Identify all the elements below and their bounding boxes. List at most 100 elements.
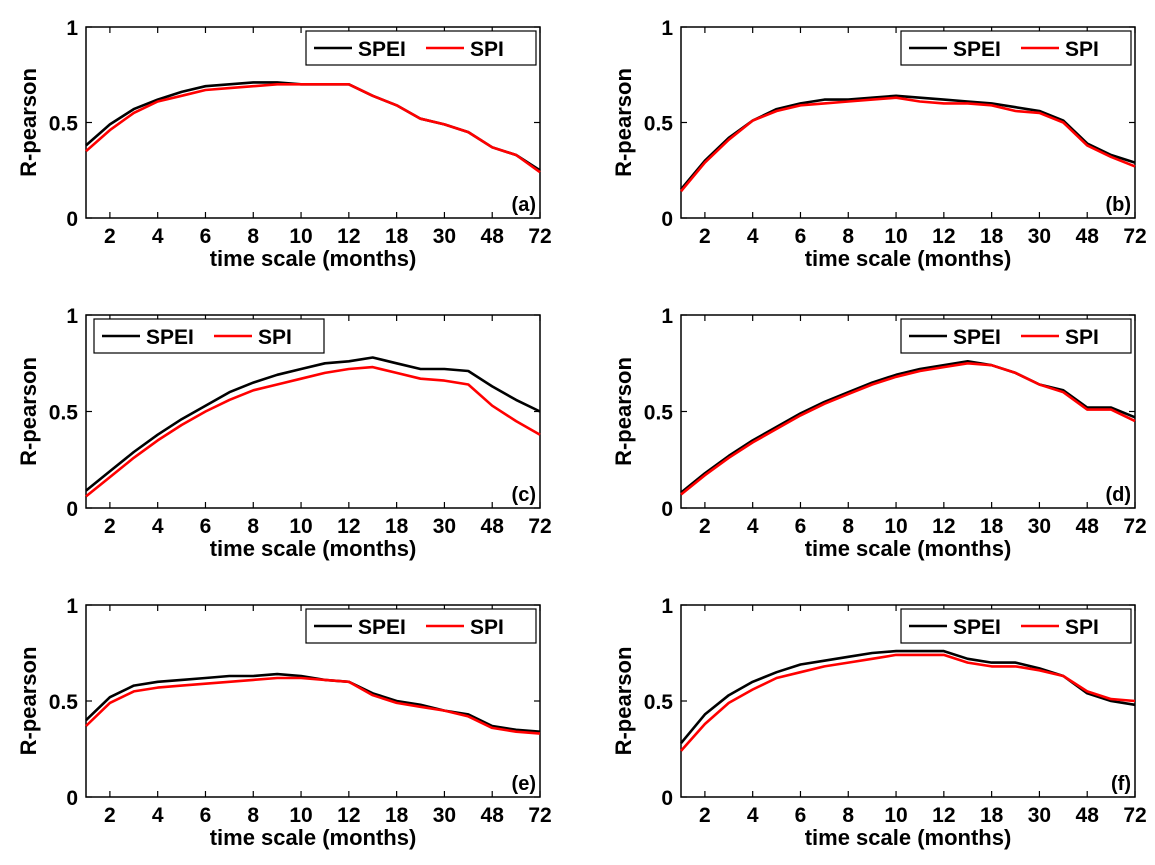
x-tick-label: 12 bbox=[337, 515, 360, 538]
legend-label-spi: SPI bbox=[470, 38, 504, 61]
x-tick-label: 8 bbox=[247, 515, 259, 538]
y-tick-label: 1 bbox=[66, 595, 78, 618]
panel-label: (d) bbox=[1105, 484, 1131, 506]
legend-label-spei: SPEI bbox=[953, 616, 1001, 639]
x-tick-label: 10 bbox=[884, 225, 907, 248]
panel-label: (a) bbox=[512, 194, 536, 216]
y-axis-label: R-pearson bbox=[611, 357, 636, 466]
x-tick-label: 6 bbox=[795, 225, 807, 248]
x-tick-label: 6 bbox=[200, 804, 212, 827]
y-tick-label: 0 bbox=[661, 208, 673, 231]
series-line-spi bbox=[680, 96, 1136, 193]
series-line-spi bbox=[85, 83, 541, 174]
x-tick-label: 48 bbox=[481, 515, 505, 538]
y-tick-label: 0 bbox=[661, 498, 673, 521]
series-line-spi bbox=[85, 365, 541, 498]
x-tick-label: 8 bbox=[247, 804, 259, 827]
x-axis-label: time scale (months) bbox=[210, 246, 417, 271]
panel-label: (b) bbox=[1105, 194, 1131, 216]
y-axis-label: R-pearson bbox=[16, 647, 41, 756]
y-tick-label: 0.5 bbox=[644, 402, 674, 425]
x-tick-label: 12 bbox=[337, 225, 360, 248]
legend: SPEI SPI bbox=[93, 318, 325, 354]
x-tick-label: 30 bbox=[1028, 515, 1051, 538]
y-tick-label: 1 bbox=[661, 595, 673, 618]
x-tick-label: 18 bbox=[385, 804, 409, 827]
y-tick-label: 1 bbox=[66, 17, 78, 40]
x-tick-label: 10 bbox=[289, 225, 312, 248]
panel-label: (f) bbox=[1111, 773, 1131, 795]
legend-label-spi: SPI bbox=[1065, 38, 1099, 61]
x-tick-label: 72 bbox=[528, 804, 551, 827]
x-axis-label: time scale (months) bbox=[805, 825, 1012, 850]
x-tick-label: 48 bbox=[1076, 515, 1100, 538]
x-tick-label: 30 bbox=[433, 515, 456, 538]
legend-label-spi: SPI bbox=[470, 616, 504, 639]
series-line-spi bbox=[680, 653, 1136, 752]
x-axis-label: time scale (months) bbox=[210, 536, 417, 561]
x-tick-label: 8 bbox=[842, 804, 854, 827]
x-tick-label: 2 bbox=[699, 515, 711, 538]
legend-label-spei: SPEI bbox=[953, 38, 1001, 61]
y-tick-label: 0.5 bbox=[49, 402, 79, 425]
y-tick-label: 1 bbox=[661, 305, 673, 328]
y-tick-label: 0.5 bbox=[49, 113, 79, 136]
x-tick-label: 10 bbox=[289, 804, 312, 827]
x-tick-label: 12 bbox=[337, 804, 360, 827]
x-tick-label: 4 bbox=[747, 804, 759, 827]
y-tick-label: 1 bbox=[66, 305, 78, 328]
legend: SPEI SPI bbox=[900, 608, 1132, 644]
x-tick-label: 72 bbox=[528, 515, 551, 538]
x-tick-label: 6 bbox=[200, 225, 212, 248]
legend: SPEI SPI bbox=[305, 608, 537, 644]
x-tick-label: 72 bbox=[528, 225, 551, 248]
series-line-spei bbox=[680, 359, 1136, 494]
x-tick-label: 4 bbox=[152, 515, 164, 538]
x-tick-label: 8 bbox=[842, 225, 854, 248]
x-tick-label: 12 bbox=[932, 515, 955, 538]
x-tick-label: 12 bbox=[932, 225, 955, 248]
x-tick-label: 18 bbox=[385, 515, 409, 538]
x-tick-label: 10 bbox=[289, 515, 312, 538]
y-tick-label: 0 bbox=[66, 787, 78, 810]
x-axis-label: time scale (months) bbox=[210, 825, 417, 850]
x-tick-label: 18 bbox=[980, 804, 1004, 827]
x-tick-label: 12 bbox=[932, 804, 955, 827]
x-tick-label: 4 bbox=[747, 225, 759, 248]
legend: SPEI SPI bbox=[305, 30, 537, 66]
x-tick-label: 8 bbox=[247, 225, 259, 248]
y-axis-label: R-pearson bbox=[611, 647, 636, 756]
x-tick-label: 18 bbox=[980, 515, 1004, 538]
x-tick-label: 30 bbox=[1028, 804, 1051, 827]
x-tick-label: 10 bbox=[884, 804, 907, 827]
legend-label-spi: SPI bbox=[1065, 616, 1099, 639]
legend-label-spei: SPEI bbox=[146, 326, 194, 349]
x-tick-label: 4 bbox=[747, 515, 759, 538]
x-tick-label: 18 bbox=[980, 225, 1004, 248]
x-tick-label: 6 bbox=[200, 515, 212, 538]
x-tick-label: 8 bbox=[842, 515, 854, 538]
legend: SPEI SPI bbox=[900, 30, 1132, 66]
x-tick-label: 4 bbox=[152, 225, 164, 248]
y-tick-label: 1 bbox=[661, 17, 673, 40]
series-line-spi bbox=[680, 361, 1136, 496]
y-axis-label: R-pearson bbox=[16, 357, 41, 466]
x-tick-label: 30 bbox=[433, 804, 456, 827]
x-tick-label: 4 bbox=[152, 804, 164, 827]
legend-label-spi: SPI bbox=[258, 326, 292, 349]
y-axis-label: R-pearson bbox=[611, 68, 636, 177]
legend-label-spei: SPEI bbox=[358, 616, 406, 639]
y-tick-label: 0 bbox=[661, 787, 673, 810]
x-tick-label: 2 bbox=[104, 515, 116, 538]
x-tick-label: 18 bbox=[385, 225, 409, 248]
x-axis-label: time scale (months) bbox=[805, 536, 1012, 561]
x-tick-label: 6 bbox=[795, 515, 807, 538]
x-tick-label: 72 bbox=[1123, 225, 1146, 248]
